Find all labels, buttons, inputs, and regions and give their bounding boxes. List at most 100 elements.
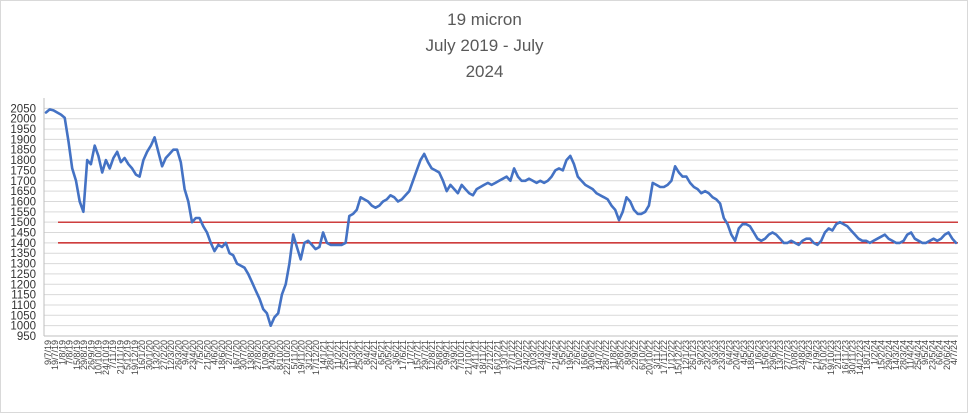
x-tick-label: 15/12/22 [674, 340, 684, 375]
x-tick-label: 3/6/21 [391, 340, 401, 365]
x-tick-label: 29/2/24 [884, 340, 894, 370]
x-tick-label: 23/4/20 [188, 340, 198, 370]
x-tick-label: 9/4/20 [181, 340, 191, 365]
x-tick-label: 4/5/23 [739, 340, 749, 365]
x-tick-label: 14/3/24 [891, 340, 901, 370]
x-tick-label: 10/8/23 [790, 340, 800, 370]
x-tick-label: 2/7/20 [224, 340, 234, 365]
x-tick-label: 8/9/22 [623, 340, 633, 365]
x-tick-label: 14/12/23 [855, 340, 865, 375]
x-tick-label: 16/12/21 [492, 340, 502, 375]
x-tick-label: 23/5/24 [927, 340, 937, 370]
x-tick-label: 26/9/19 [86, 340, 96, 370]
x-tick-label: 18/1/24 [862, 340, 872, 370]
x-tick-label: 25/8/22 [616, 340, 626, 370]
x-tick-label: 8/4/21 [362, 340, 372, 365]
x-tick-label: 11/2/21 [333, 340, 343, 369]
x-tick-label: 17/12/20 [311, 340, 321, 375]
x-tick-label: 19/7/19 [50, 340, 60, 370]
x-tick-label: 24/10/19 [101, 340, 111, 375]
x-tick-label: 15/2/24 [877, 340, 887, 370]
x-tick-label: 30/1/20 [144, 340, 154, 370]
y-tick-label: 1350 [10, 248, 36, 260]
y-tick-label: 1900 [10, 134, 36, 146]
x-tick-label: 21/4/22 [550, 340, 560, 370]
x-tick-label: 21/9/23 [811, 340, 821, 370]
x-tick-label: 15/6/23 [761, 340, 771, 370]
x-tick-label: 16/6/22 [579, 340, 589, 370]
y-tick-label: 1150 [11, 290, 36, 302]
x-tick-label: 26/8/21 [434, 340, 444, 370]
x-tick-label: 20/4/23 [732, 340, 742, 370]
x-tick-label: 4/11/21 [471, 340, 481, 369]
x-tick-label: 20/10/22 [645, 340, 655, 375]
x-tick-label: 10/2/22 [514, 340, 524, 370]
x-tick-label: 7/9/23 [804, 340, 814, 365]
x-tick-label: 17/11/22 [659, 340, 669, 374]
x-tick-label: 15/8/19 [72, 340, 82, 370]
y-tick-label: 1800 [10, 155, 36, 167]
x-tick-label: 22/10/20 [282, 340, 292, 375]
x-tick-label: 1/2/24 [869, 340, 879, 365]
x-tick-label: 22/9/22 [630, 340, 640, 370]
chart-title-line-1: 19 micron [447, 10, 522, 29]
x-tick-label: 26/3/20 [173, 340, 183, 370]
x-tick-label: 29/7/21 [420, 340, 430, 370]
x-tick-label: 29/6/23 [768, 340, 778, 370]
x-tick-label: 10/10/19 [94, 340, 104, 375]
y-tick-label: 1750 [10, 165, 36, 177]
x-tick-label: 16/1/20 [137, 340, 147, 370]
x-tick-label: 6/10/22 [637, 340, 647, 370]
x-tick-label: 13/7/23 [775, 340, 785, 370]
x-tick-label: 11/4/24 [906, 340, 916, 369]
y-axis: 9501000105011001150120012501300135014001… [10, 98, 45, 343]
x-tick-label: 8/10/20 [275, 340, 285, 370]
x-tick-label: 3/12/20 [304, 340, 314, 370]
y-tick-label: 1600 [10, 196, 36, 208]
x-tick-label: 27/8/20 [253, 340, 263, 370]
x-tick-label: 13/1/22 [500, 340, 510, 370]
x-tick-label: 19/5/22 [565, 340, 575, 370]
x-tick-label: 9/7/19 [43, 340, 53, 365]
x-tick-label: 10/9/20 [260, 340, 270, 370]
x-tick-label: 30/6/22 [587, 340, 597, 370]
x-tick-label: 9/9/21 [442, 340, 452, 365]
x-tick-label: 18/6/20 [217, 340, 227, 370]
x-tick-label: 30/7/20 [239, 340, 249, 370]
x-tick-label: 24/3/22 [536, 340, 546, 370]
x-tick-label: 2/12/21 [485, 340, 495, 370]
x-tick-label: 5/12/19 [123, 340, 133, 370]
x-tick-label: 6/5/21 [376, 340, 386, 365]
x-tick-label: 6/4/23 [724, 340, 734, 365]
x-tick-label: 12/8/21 [427, 340, 437, 370]
x-tick-label: 15/7/21 [413, 340, 423, 370]
x-tick-label: 1/8/19 [57, 340, 67, 365]
x-tick-label: 3/11/22 [652, 340, 662, 369]
x-tick-label: 24/9/20 [268, 340, 278, 370]
x-tick-label: 18/5/23 [746, 340, 756, 370]
x-tick-label: 11/8/22 [608, 340, 618, 369]
x-tick-label: 25/3/21 [355, 340, 365, 370]
x-tick-label: 30/11/23 [848, 340, 858, 374]
x-tick-label: 29/8/19 [79, 340, 89, 370]
x-tick-label: 14/7/22 [594, 340, 604, 370]
x-tick-label: 20/5/21 [384, 340, 394, 370]
x-tick-label: 25/2/21 [340, 340, 350, 370]
x-tick-label: 27/2/20 [159, 340, 169, 370]
y-tick-label: 1000 [10, 321, 36, 333]
x-tick-label: 25/4/24 [913, 340, 923, 370]
series-layer [44, 108, 958, 327]
y-tick-label: 1300 [10, 259, 36, 271]
gridlines [44, 107, 958, 337]
x-tick-label: 7/8/19 [65, 340, 75, 365]
x-tick-label: 6/6/24 [935, 340, 945, 365]
y-tick-label: 1400 [10, 238, 36, 250]
x-tick-label: 9/3/23 [710, 340, 720, 365]
reference-lines [58, 221, 958, 244]
y-tick-label: 1100 [11, 300, 36, 312]
y-tick-label: 1200 [10, 279, 36, 291]
x-tick-label: 27/7/23 [782, 340, 792, 370]
x-tick-label: 5/10/23 [819, 340, 829, 370]
